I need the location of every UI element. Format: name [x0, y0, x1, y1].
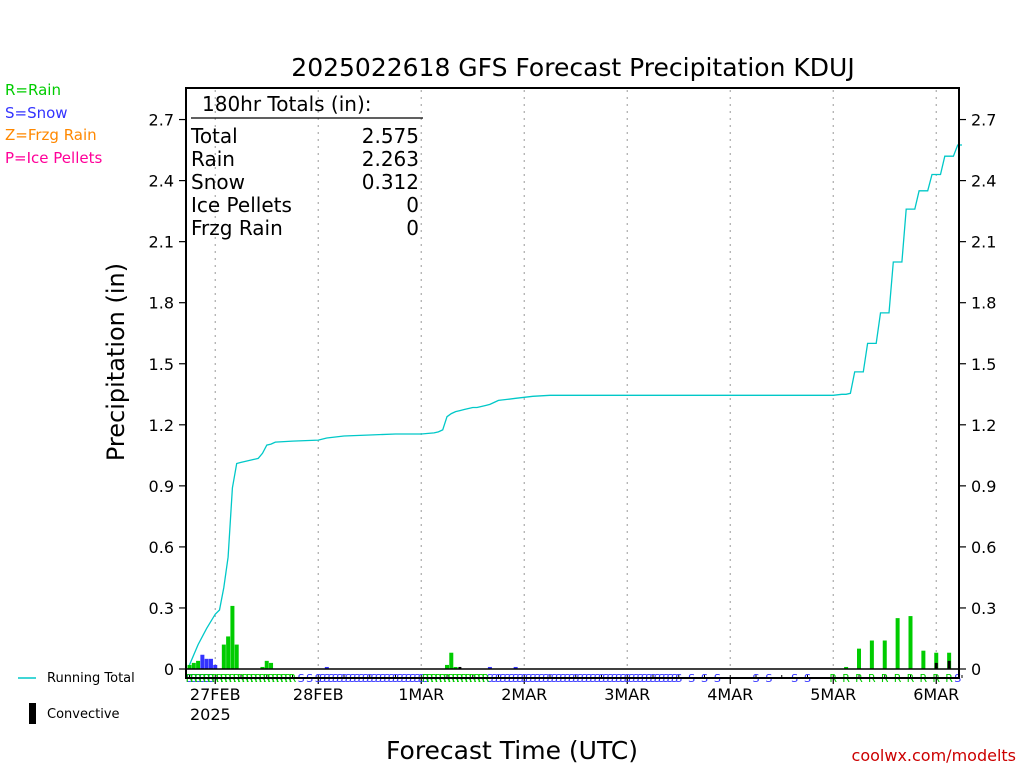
- y-tick-label-right: 1.5: [971, 355, 996, 374]
- totals-value: 2.575: [362, 124, 419, 148]
- y-tick-label-right: 2.7: [971, 111, 996, 130]
- y-tick-label-right: 0.6: [971, 538, 996, 557]
- bar-rain: [269, 662, 274, 669]
- running-total-line: [188, 144, 962, 666]
- plot-frame: [185, 87, 960, 679]
- bar-rain: [445, 664, 449, 669]
- key-frzg-rain: Z=Frzg Rain: [5, 126, 97, 144]
- bar-snow: [324, 666, 329, 669]
- totals-value: 2.263: [362, 147, 419, 171]
- legend-convective-swatch: [29, 703, 36, 724]
- bar-snow: [487, 666, 492, 669]
- year-label: 2025: [190, 705, 231, 724]
- bar-rain: [895, 618, 900, 669]
- y-axis-ticks: 0 00.3 0.30.6 0.60.9 0.91.2 1.21.5 1.51.8 1.82.…: [149, 111, 997, 679]
- x-tick-label: 2MAR: [501, 685, 547, 704]
- totals-label: Total: [190, 124, 238, 148]
- y-tick-label-left: 2.1: [149, 233, 174, 252]
- bar-snow: [200, 654, 205, 669]
- y-tick-label-left: 0.9: [149, 477, 174, 496]
- key-snow: S=Snow: [5, 104, 68, 122]
- legend-running-total-label: Running Total: [47, 671, 135, 686]
- bar-rain: [221, 644, 226, 669]
- x-tick-label: 6MAR: [913, 685, 959, 704]
- bar-rain: [882, 640, 887, 669]
- y-tick-label-left: 0.6: [149, 538, 174, 557]
- y-tick-label-left: 0.3: [149, 599, 174, 618]
- bar-rain: [264, 660, 269, 669]
- bar-rain: [869, 640, 874, 669]
- legend-convective-label: Convective: [47, 707, 120, 722]
- y-tick-label-left: 0: [164, 660, 174, 679]
- y-tick-label-right: 0.3: [971, 599, 996, 618]
- bar-rain: [196, 660, 201, 669]
- bar-convective: [458, 666, 462, 669]
- bar-rain: [260, 666, 265, 669]
- totals-label: Frzg Rain: [191, 216, 283, 240]
- totals-label: Rain: [191, 147, 235, 171]
- bar-rain: [449, 652, 454, 669]
- y-axis-title: Precipitation (in): [102, 263, 130, 461]
- x-tick-label: 27FEB: [190, 685, 241, 704]
- totals-value: 0: [406, 193, 419, 217]
- y-tick-label-right: 2.1: [971, 233, 996, 252]
- bar-rain: [230, 605, 235, 669]
- totals-header: 180hr Totals (in):: [202, 92, 372, 116]
- x-axis-title: Forecast Time (UTC): [386, 736, 638, 765]
- bar-rain: [453, 666, 458, 669]
- bar-rain: [908, 616, 913, 669]
- bar-rain: [226, 636, 231, 669]
- bar-rain: [234, 644, 239, 669]
- x-tick-label: 5MAR: [810, 685, 856, 704]
- x-tick-label: 4MAR: [707, 685, 753, 704]
- y-tick-label-right: 2.4: [971, 172, 996, 191]
- credit-label: coolwx.com/modelts: [852, 746, 1016, 765]
- y-tick-label-left: 1.5: [149, 355, 174, 374]
- y-tick-label-left: 1.2: [149, 416, 174, 435]
- bar-rain: [191, 662, 196, 669]
- totals-label: Ice Pellets: [191, 193, 292, 217]
- precip-bars: [187, 605, 952, 669]
- y-tick-label-left: 2.7: [149, 111, 174, 130]
- bar-snow: [513, 666, 518, 669]
- bar-rain: [187, 664, 192, 669]
- chart-title: 2025022618 GFS Forecast Precipitation KD…: [291, 53, 854, 82]
- bar-snow: [208, 658, 213, 669]
- bar-rain: [934, 652, 939, 669]
- bar-rain: [857, 648, 861, 669]
- y-tick-label-left: 2.4: [149, 172, 174, 191]
- bar-snow: [204, 658, 209, 669]
- totals-value: 0: [406, 216, 419, 240]
- bar-snow: [213, 664, 218, 669]
- totals-label: Snow: [191, 170, 245, 194]
- totals-value: 0.312: [362, 170, 419, 194]
- x-tick-label: 28FEB: [293, 685, 344, 704]
- x-tick-label: 1MAR: [398, 685, 444, 704]
- grid: [214, 90, 937, 669]
- totals-rows: Total 2.575 Rain 2.263 Snow 0.312 Ice Pellets 0…: [190, 124, 419, 240]
- y-tick-label-right: 0: [971, 660, 981, 679]
- y-tick-label-right: 0.9: [971, 477, 996, 496]
- x-axis-ticks: 27FEB 28FEB 1MAR 2MAR 3MAR 4MAR 5MAR 6MAR: [189, 675, 963, 704]
- bar-rain: [844, 666, 849, 669]
- bar-convective: [947, 660, 951, 669]
- key-ice-pellets: P=Ice Pellets: [5, 149, 103, 167]
- bar-rain: [921, 650, 926, 669]
- y-tick-label-right: 1.8: [971, 294, 996, 313]
- y-tick-label-left: 1.8: [149, 294, 174, 313]
- x-tick-label: 3MAR: [604, 685, 650, 704]
- key-rain: R=Rain: [5, 81, 61, 99]
- y-tick-label-right: 1.2: [971, 416, 996, 435]
- bar-convective: [934, 662, 938, 669]
